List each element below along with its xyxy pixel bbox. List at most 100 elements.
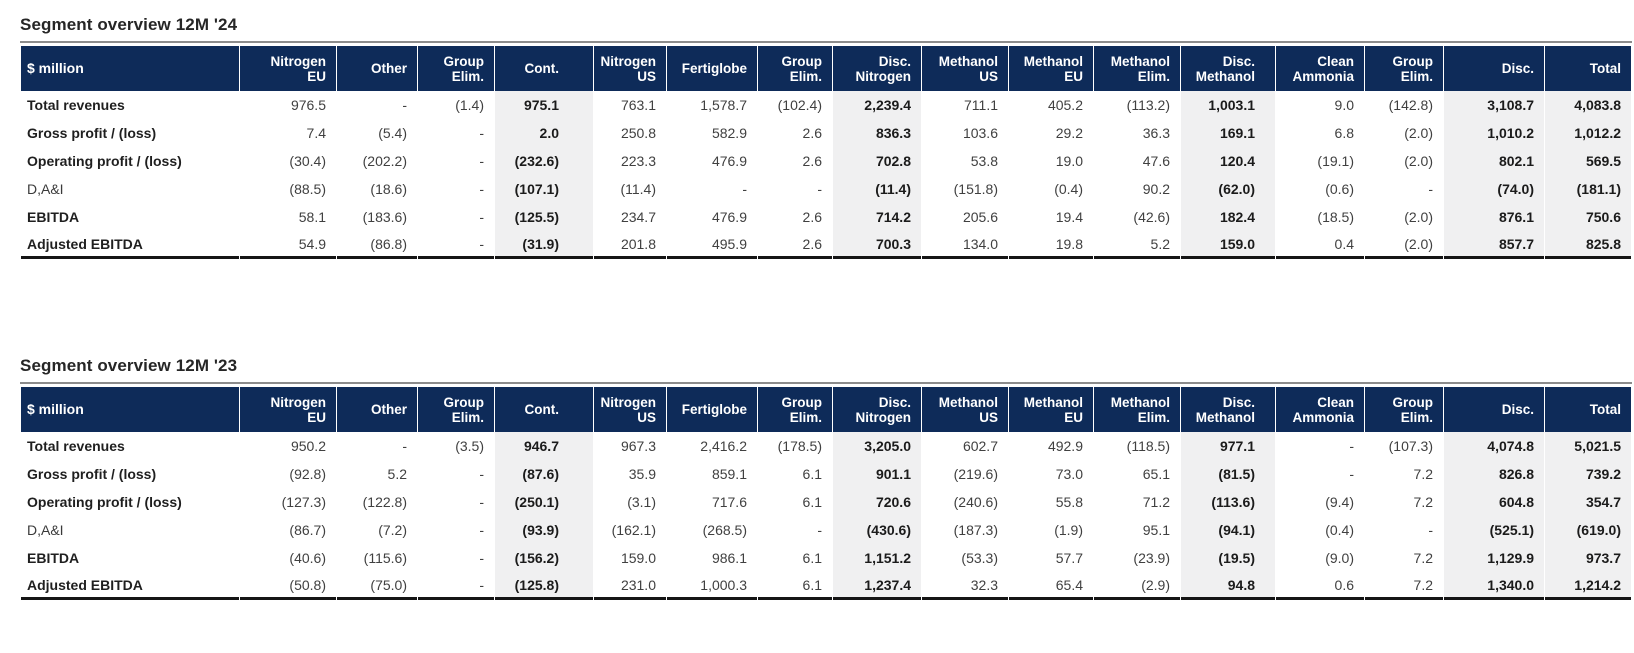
column-header: Nitrogen US (594, 387, 666, 432)
cell: (87.6) (495, 460, 593, 488)
cell: 5,021.5 (1545, 432, 1631, 460)
cell: - (758, 516, 832, 544)
cell: 750.6 (1545, 203, 1631, 231)
column-header: Methanol US (922, 387, 1008, 432)
cell: - (418, 572, 494, 600)
cell: 720.6 (833, 488, 921, 516)
cell: 36.3 (1094, 119, 1180, 147)
cell: (11.4) (833, 175, 921, 203)
column-header: Nitrogen EU (240, 387, 336, 432)
row-label: EBITDA (21, 203, 239, 231)
table-title: Segment overview 12M '24 (20, 15, 238, 34)
cell: (142.8) (1365, 91, 1443, 119)
cell: 73.0 (1009, 460, 1093, 488)
cell: 0.6 (1276, 572, 1364, 600)
cell: (268.5) (667, 516, 757, 544)
cell: - (418, 119, 494, 147)
cell: 2.6 (758, 231, 832, 259)
cell: 1,237.4 (833, 572, 921, 600)
cell: (19.1) (1276, 147, 1364, 175)
cell: 836.3 (833, 119, 921, 147)
cell: 103.6 (922, 119, 1008, 147)
row-label: Gross profit / (loss) (21, 460, 239, 488)
cell: (93.9) (495, 516, 593, 544)
column-header: Disc. Nitrogen (833, 46, 921, 91)
cell: 1,000.3 (667, 572, 757, 600)
cell: (1.4) (418, 91, 494, 119)
cell: 19.4 (1009, 203, 1093, 231)
cell: - (418, 147, 494, 175)
cell: 53.8 (922, 147, 1008, 175)
cell: 6.8 (1276, 119, 1364, 147)
cell: 55.8 (1009, 488, 1093, 516)
column-header: Cont. (495, 46, 593, 91)
cell: (18.6) (337, 175, 417, 203)
cell: 223.3 (594, 147, 666, 175)
cell: 582.9 (667, 119, 757, 147)
cell: 7.4 (240, 119, 336, 147)
segment-overview-12m-23: Segment overview 12M '23 $ million Nitrog… (20, 355, 1634, 600)
cell: - (337, 91, 417, 119)
cell: 47.6 (1094, 147, 1180, 175)
column-header: Group Elim. (758, 387, 832, 432)
cell: - (418, 175, 494, 203)
table-row: D,A&I (86.7) (7.2) - (93.9) (162.1) (268.5) - (4… (21, 516, 1631, 544)
cell: 476.9 (667, 203, 757, 231)
cell: 7.2 (1365, 544, 1443, 572)
column-header: Methanol EU (1009, 46, 1093, 91)
column-header: Other (337, 387, 417, 432)
cell: 65.4 (1009, 572, 1093, 600)
cell: 946.7 (495, 432, 593, 460)
cell: 1,214.2 (1545, 572, 1631, 600)
cell: 29.2 (1009, 119, 1093, 147)
segment-table-12m-23: $ million Nitrogen EU Other Group Elim. Cont… (20, 387, 1632, 600)
cell: 19.0 (1009, 147, 1093, 175)
cell: (0.4) (1276, 516, 1364, 544)
cell: 1,151.2 (833, 544, 921, 572)
cell: 205.6 (922, 203, 1008, 231)
cell: 1,129.9 (1444, 544, 1544, 572)
cell: (102.4) (758, 91, 832, 119)
table-row: Gross profit / (loss) 7.4 (5.4) -2.0 250.8 58… (21, 119, 1631, 147)
table-title: Segment overview 12M '23 (20, 356, 238, 375)
cell: 702.8 (833, 147, 921, 175)
cell: (3.5) (418, 432, 494, 460)
cell: 1,003.1 (1181, 91, 1275, 119)
cell: (31.9) (495, 231, 593, 259)
cell: (9.0) (1276, 544, 1364, 572)
column-header: Group Elim. (1365, 387, 1443, 432)
cell: (125.8) (495, 572, 593, 600)
cell: 602.7 (922, 432, 1008, 460)
cell: (219.6) (922, 460, 1008, 488)
cell: 977.1 (1181, 432, 1275, 460)
cell: (202.2) (337, 147, 417, 175)
cell: (2.0) (1365, 147, 1443, 175)
column-header: Disc. (1444, 387, 1544, 432)
column-header: Other (337, 46, 417, 91)
table-row: Operating profit / (loss) (30.4) (202.2) -(… (21, 147, 1631, 175)
unit-label: $ million (21, 387, 239, 432)
cell: 6.1 (758, 544, 832, 572)
cell: 159.0 (1181, 231, 1275, 259)
table-row: Adjusted EBITDA (50.8) (75.0) - (125.8) 231.0… (21, 572, 1631, 600)
table-row: Total revenues 976.5- (1.4) 975.1 763.1 1,578… (21, 91, 1631, 119)
cell: 58.1 (240, 203, 336, 231)
cell: (53.3) (922, 544, 1008, 572)
table-row: Gross profit / (loss) (92.8) 5.2- (87.6) 35.… (21, 460, 1631, 488)
cell: 1,012.2 (1545, 119, 1631, 147)
header-row: $ million Nitrogen EU Other Group Elim. Cont… (21, 46, 1631, 91)
cell: (7.2) (337, 516, 417, 544)
cell: 134.0 (922, 231, 1008, 259)
cell: (86.8) (337, 231, 417, 259)
table-row: D,A&I (88.5) (18.6) - (107.1) (11.4) - - (11.4)(… (21, 175, 1631, 203)
cell: (151.8) (922, 175, 1008, 203)
cell: (240.6) (922, 488, 1008, 516)
row-label: EBITDA (21, 544, 239, 572)
table-row: EBITDA (40.6) (115.6) - (156.2) 159.0 986.1 6.1… (21, 544, 1631, 572)
cell: - (1365, 516, 1443, 544)
row-label: Adjusted EBITDA (21, 231, 239, 259)
cell: 2.0 (495, 119, 593, 147)
cell: (42.6) (1094, 203, 1180, 231)
cell: 54.9 (240, 231, 336, 259)
column-header: Methanol Elim. (1094, 46, 1180, 91)
